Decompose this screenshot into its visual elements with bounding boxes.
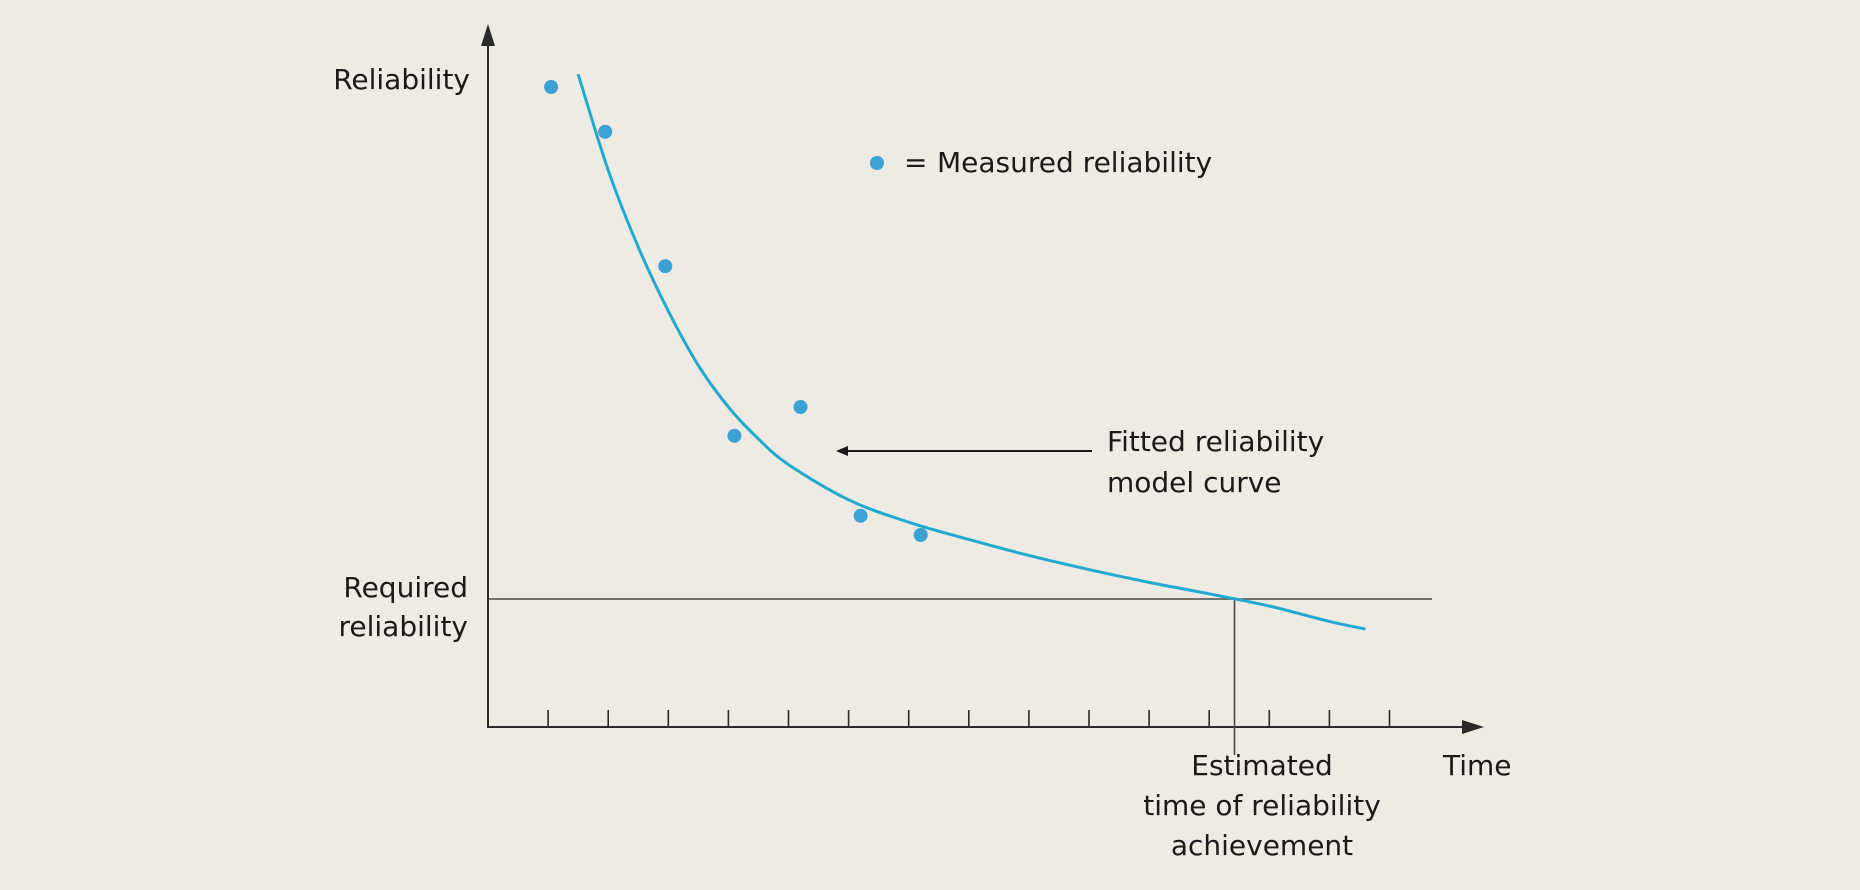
curve-annotation-line2: model curve: [1107, 466, 1282, 499]
estimate-annotation-line3: achievement: [1171, 829, 1353, 862]
measured-point-4: [727, 428, 742, 443]
measured-points: [544, 80, 928, 542]
legend-equals: =: [904, 146, 927, 179]
y-axis-arrow: [481, 24, 495, 46]
estimate-annotation-line2: time of reliability: [1143, 789, 1381, 822]
fitted-reliability-curve: [576, 73, 1366, 631]
x-axis-label: Time: [1442, 749, 1512, 782]
required-reliability-label-line1: Required: [343, 571, 468, 604]
required-reliability-label-line2: reliability: [339, 610, 469, 643]
x-axis-ticks: [547, 710, 1391, 727]
measured-point-1: [544, 80, 559, 94]
curve-annotation-line1: Fitted reliability: [1107, 425, 1324, 458]
legend-label: Measured reliability: [937, 146, 1212, 179]
estimate-annotation-line1: Estimated: [1191, 749, 1332, 782]
measured-point-5: [793, 400, 808, 414]
x-axis-arrow: [1462, 720, 1484, 734]
measured-point-6: [853, 508, 868, 523]
measured-point-2: [598, 124, 613, 139]
measured-point-3: [658, 259, 673, 274]
y-axis-label: Reliability: [333, 63, 470, 96]
legend-marker: [870, 156, 884, 170]
measured-point-7: [913, 528, 928, 542]
